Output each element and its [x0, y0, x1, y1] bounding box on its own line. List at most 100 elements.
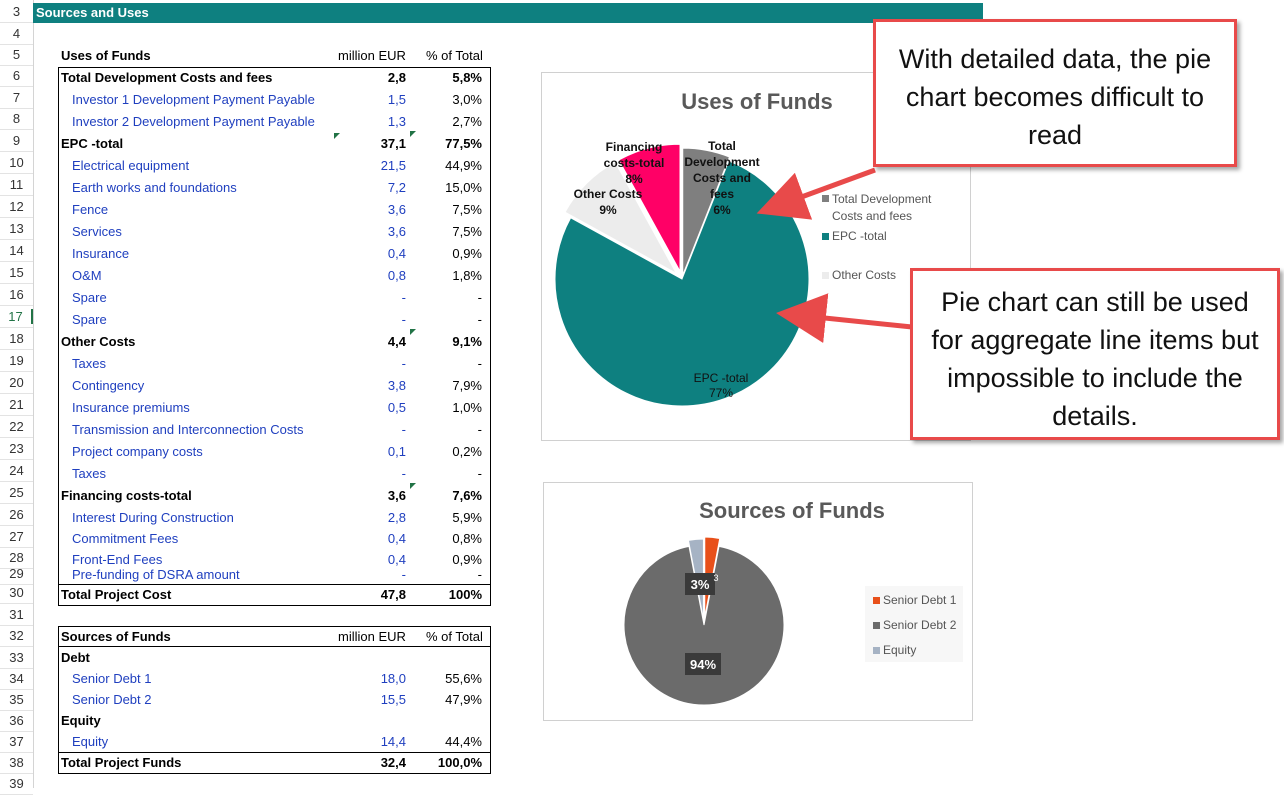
uses-row-pct[interactable]: - — [477, 290, 482, 305]
sources-total-value[interactable]: 32,4 — [380, 755, 406, 770]
uses-row-pct[interactable]: 0,2% — [452, 444, 482, 459]
uses-row-value[interactable]: - — [401, 290, 406, 305]
uses-row-value[interactable]: 2,8 — [387, 510, 406, 525]
sources-row-label[interactable]: Senior Debt 2 — [72, 692, 152, 707]
sources-row-label[interactable]: Equity — [72, 734, 109, 749]
pie-slice-other-costs[interactable] — [564, 161, 678, 275]
uses-row-value[interactable]: 3,6 — [387, 202, 406, 217]
uses-row-pct[interactable]: 7,6% — [452, 488, 482, 503]
row-number[interactable]: 23 — [9, 441, 24, 456]
uses-row-pct[interactable]: 7,9% — [452, 378, 482, 393]
row-number[interactable]: 28 — [9, 550, 24, 565]
uses-row-label[interactable]: Commitment Fees — [72, 531, 179, 546]
uses-row-pct[interactable]: - — [477, 422, 482, 437]
uses-row-label[interactable]: Spare — [72, 290, 107, 305]
row-number[interactable]: 36 — [9, 713, 24, 728]
sources-row-label[interactable]: Debt — [61, 650, 90, 665]
uses-row-pct[interactable]: 3,0% — [452, 92, 482, 107]
uses-total-label[interactable]: Total Project Cost — [61, 587, 172, 602]
uses-row-label[interactable]: Taxes — [72, 466, 106, 481]
pie-slice-financing-costs[interactable] — [618, 143, 681, 272]
uses-row-pct[interactable]: 44,9% — [445, 158, 482, 173]
row-number[interactable]: 31 — [9, 607, 24, 622]
sources-row-pct[interactable]: 47,9% — [445, 692, 482, 707]
row-number[interactable]: 38 — [9, 755, 24, 770]
row-number[interactable]: 18 — [9, 331, 24, 346]
uses-row-pct[interactable]: 1,0% — [452, 400, 482, 415]
uses-row-label[interactable]: Other Costs — [61, 334, 136, 349]
legend-item[interactable]: Total Development Costs and fees — [832, 192, 932, 223]
uses-row-label[interactable]: O&M — [72, 268, 102, 283]
uses-row-value[interactable]: 4,4 — [387, 334, 406, 349]
uses-row-label[interactable]: Transmission and Interconnection Costs — [72, 422, 304, 437]
uses-row-value[interactable]: - — [401, 422, 406, 437]
row-number[interactable]: 7 — [12, 90, 21, 105]
uses-row-pct[interactable]: 5,8% — [452, 70, 482, 85]
uses-row-value[interactable]: - — [401, 312, 406, 327]
uses-row-pct[interactable]: 77,5% — [445, 136, 482, 151]
sources-row-value[interactable]: 14,4 — [380, 734, 406, 749]
uses-row-pct[interactable]: - — [477, 356, 482, 371]
row-number[interactable]: 20 — [9, 375, 24, 390]
legend-item[interactable]: EPC -total — [832, 229, 887, 243]
uses-row-label[interactable]: Front-End Fees — [72, 552, 163, 567]
uses-row-pct[interactable]: - — [477, 312, 482, 327]
row-number[interactable]: 6 — [12, 68, 21, 83]
uses-row-label[interactable]: Electrical equipment — [72, 158, 190, 173]
uses-row-pct[interactable]: - — [477, 567, 482, 582]
legend-item[interactable]: Senior Debt 1 — [883, 593, 957, 607]
row-number[interactable]: 12 — [9, 199, 24, 214]
row-number[interactable]: 29 — [9, 566, 24, 581]
uses-row-label[interactable]: Taxes — [72, 356, 106, 371]
row-number[interactable]: 39 — [9, 776, 24, 791]
uses-row-value[interactable]: 3,8 — [387, 378, 406, 393]
uses-row-label[interactable]: Investor 2 Development Payment Payable — [72, 114, 315, 129]
row-number[interactable]: 15 — [9, 265, 24, 280]
row-number[interactable]: 33 — [9, 650, 24, 665]
row-number[interactable]: 21 — [9, 397, 24, 412]
uses-row-label[interactable]: Spare — [72, 312, 107, 327]
uses-row-label[interactable]: Earth works and foundations — [72, 180, 237, 195]
row-number[interactable]: 19 — [9, 353, 24, 368]
uses-row-value[interactable]: 7,2 — [387, 180, 406, 195]
uses-row-value[interactable]: 3,6 — [387, 224, 406, 239]
uses-row-label[interactable]: Interest During Construction — [72, 510, 234, 525]
row-number[interactable]: 4 — [12, 26, 21, 41]
row-number[interactable]: 10 — [9, 155, 24, 170]
row-number[interactable]: 27 — [9, 529, 24, 544]
row-number[interactable]: 25 — [9, 485, 24, 500]
row-number[interactable]: 8 — [12, 111, 21, 126]
uses-row-label[interactable]: Total Development Costs and fees — [61, 70, 273, 85]
pie-slice-total-development[interactable] — [682, 147, 731, 276]
row-number[interactable]: 22 — [9, 419, 24, 434]
pie-slice-senior-debt-2[interactable] — [623, 545, 785, 706]
pie-slice-epc-total[interactable] — [554, 160, 810, 407]
row-number[interactable]: 5 — [12, 47, 21, 62]
uses-row-pct[interactable]: 7,5% — [452, 202, 482, 217]
uses-row-value[interactable]: 0,4 — [387, 246, 406, 261]
legend-item[interactable]: Senior Debt 2 — [883, 618, 957, 632]
uses-row-value[interactable]: 0,4 — [387, 552, 406, 567]
legend-item[interactable]: Equity — [883, 643, 917, 657]
row-number[interactable]: 13 — [9, 221, 24, 236]
sources-row-label[interactable]: Senior Debt 1 — [72, 671, 152, 686]
uses-row-value[interactable]: - — [401, 466, 406, 481]
row-number[interactable]: 17 — [0, 309, 33, 324]
legend-item[interactable]: Other Costs — [832, 268, 897, 282]
sources-row-pct[interactable]: 55,6% — [445, 671, 482, 686]
uses-row-pct[interactable]: - — [477, 466, 482, 481]
uses-row-pct[interactable]: 7,5% — [452, 224, 482, 239]
uses-row-label[interactable]: Pre-funding of DSRA amount — [72, 567, 240, 582]
sources-row-value[interactable]: 15,5 — [380, 692, 406, 707]
sources-row-pct[interactable]: 44,4% — [445, 734, 482, 749]
uses-row-value[interactable]: - — [401, 567, 406, 582]
uses-row-pct[interactable]: 9,1% — [452, 334, 482, 349]
uses-row-value[interactable]: 37,1 — [380, 136, 406, 151]
uses-row-value[interactable]: 0,5 — [387, 400, 406, 415]
sources-row-value[interactable]: 18,0 — [380, 671, 406, 686]
row-number[interactable]: 37 — [9, 734, 24, 749]
uses-row-value[interactable]: 2,8 — [387, 70, 406, 85]
row-number[interactable]: 16 — [9, 287, 24, 302]
uses-row-label[interactable]: Contingency — [72, 378, 145, 393]
